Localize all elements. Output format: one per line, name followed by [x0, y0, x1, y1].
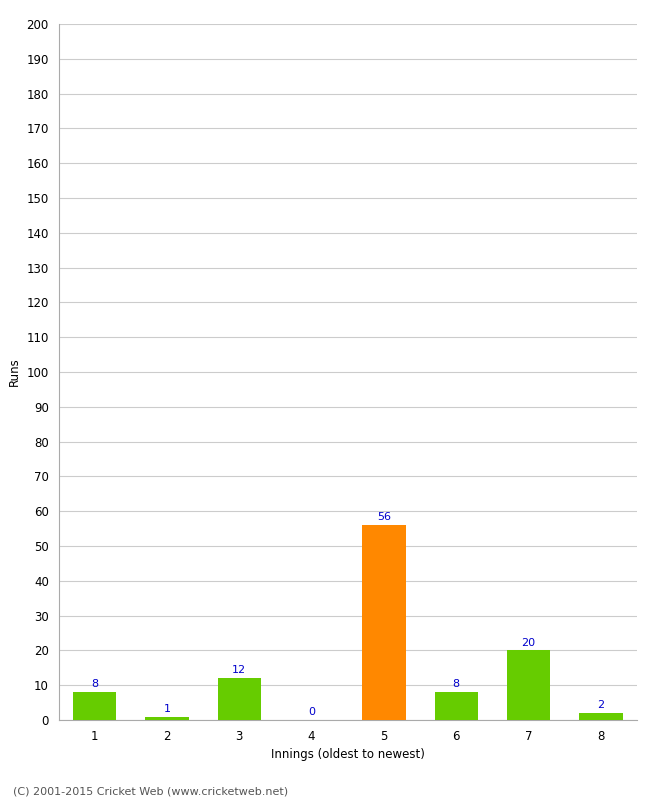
Bar	[218, 678, 261, 720]
Text: 20: 20	[521, 638, 536, 648]
Bar	[435, 692, 478, 720]
Bar	[579, 713, 623, 720]
Y-axis label: Runs: Runs	[8, 358, 21, 386]
Text: 2: 2	[597, 700, 604, 710]
Text: 0: 0	[308, 707, 315, 718]
Text: (C) 2001-2015 Cricket Web (www.cricketweb.net): (C) 2001-2015 Cricket Web (www.cricketwe…	[13, 786, 288, 796]
Text: 56: 56	[377, 512, 391, 522]
Text: 8: 8	[91, 679, 98, 690]
Text: 12: 12	[232, 666, 246, 675]
Text: 1: 1	[163, 704, 170, 714]
Bar	[145, 717, 188, 720]
X-axis label: Innings (oldest to newest): Innings (oldest to newest)	[271, 748, 424, 762]
Text: 8: 8	[452, 679, 460, 690]
Bar	[362, 525, 406, 720]
Bar	[73, 692, 116, 720]
Bar	[507, 650, 550, 720]
